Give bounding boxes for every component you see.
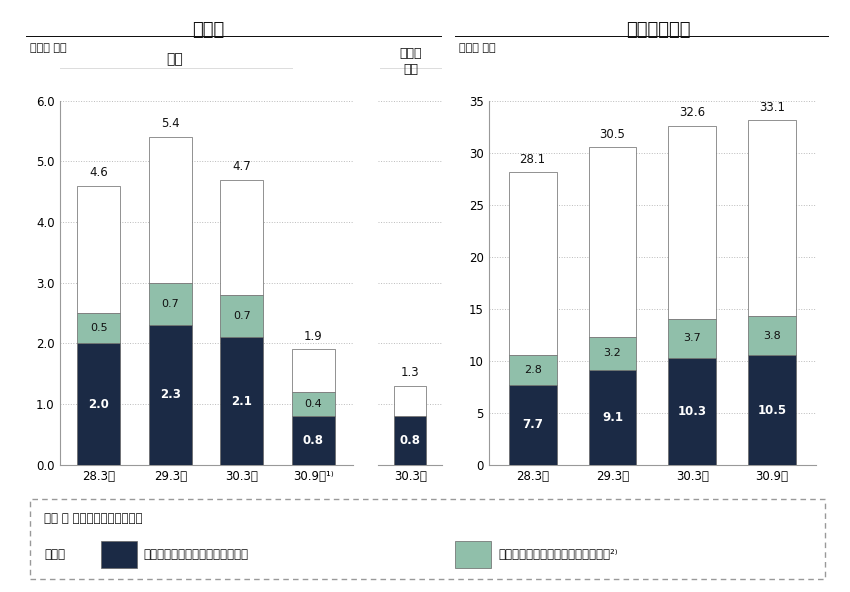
Text: 33.1: 33.1 — [759, 101, 785, 114]
Bar — [588, 147, 637, 337]
Bar — [149, 283, 192, 325]
Text: 2.1: 2.1 — [231, 394, 252, 407]
Text: 28.1: 28.1 — [519, 153, 546, 166]
Text: 10.5: 10.5 — [757, 404, 786, 417]
Bar — [508, 172, 557, 355]
Text: 7.7: 7.7 — [522, 418, 543, 431]
Text: 0.5: 0.5 — [90, 323, 108, 333]
Text: 3.7: 3.7 — [683, 333, 701, 343]
Text: 総計 ： 投資用不動産向け融資: 総計 ： 投資用不動産向け融資 — [44, 511, 143, 525]
Text: 4.7: 4.7 — [233, 160, 252, 173]
Bar — [77, 186, 121, 313]
Text: 9.1: 9.1 — [602, 411, 623, 424]
Bar — [149, 325, 192, 465]
Bar — [292, 349, 335, 392]
Bar — [292, 392, 335, 416]
Text: 2.0: 2.0 — [88, 398, 110, 410]
Bar — [508, 355, 557, 385]
Bar — [668, 126, 717, 319]
Text: 0.8: 0.8 — [400, 434, 421, 447]
Text: 単位： 兆円: 単位： 兆円 — [459, 43, 496, 53]
Bar — [748, 316, 796, 355]
Text: 0.7: 0.7 — [162, 299, 179, 309]
Bar — [668, 319, 717, 358]
Text: ：マンション（区分所有）向け融資²⁾: ：マンション（区分所有）向け融資²⁾ — [499, 549, 618, 561]
Text: 2.3: 2.3 — [160, 388, 181, 401]
Bar — [220, 295, 264, 337]
Text: 3.8: 3.8 — [763, 331, 781, 341]
Text: 2.8: 2.8 — [524, 365, 541, 375]
Bar — [394, 386, 426, 416]
Bar — [220, 179, 264, 295]
Text: うち、: うち、 — [44, 549, 65, 561]
Text: 実行額: 実行額 — [192, 21, 224, 38]
Text: 単位： 兆円: 単位： 兆円 — [30, 43, 66, 53]
Text: ：一棟建（土地・建物）向け融資: ：一棟建（土地・建物）向け融資 — [144, 549, 248, 561]
FancyBboxPatch shape — [30, 499, 824, 579]
Text: 0.8: 0.8 — [303, 434, 324, 447]
Text: 0.7: 0.7 — [233, 311, 251, 321]
Bar — [508, 385, 557, 465]
Text: 銀行: 銀行 — [166, 52, 183, 66]
Text: 3.2: 3.2 — [604, 349, 621, 358]
Bar — [588, 337, 637, 370]
Bar — [394, 416, 426, 465]
Bar — [748, 120, 796, 316]
Text: 10.3: 10.3 — [677, 405, 707, 417]
Text: 信金・
信組: 信金・ 信組 — [400, 47, 422, 76]
Text: 30.5: 30.5 — [599, 128, 626, 141]
Bar — [220, 337, 264, 465]
Text: 5.4: 5.4 — [161, 117, 179, 130]
Bar — [77, 313, 121, 343]
Bar — [455, 542, 490, 568]
Text: 残高（銀行）: 残高（銀行） — [626, 21, 691, 38]
Bar — [292, 416, 335, 465]
Text: 1.9: 1.9 — [304, 330, 323, 343]
Bar — [668, 358, 717, 465]
Bar — [588, 370, 637, 465]
Text: 0.4: 0.4 — [304, 399, 322, 409]
Bar — [748, 355, 796, 465]
Bar — [77, 343, 121, 465]
Text: 32.6: 32.6 — [679, 106, 706, 119]
Bar — [149, 137, 192, 283]
Text: 1.3: 1.3 — [401, 366, 419, 379]
Bar — [101, 542, 137, 568]
Text: 4.6: 4.6 — [89, 166, 108, 179]
